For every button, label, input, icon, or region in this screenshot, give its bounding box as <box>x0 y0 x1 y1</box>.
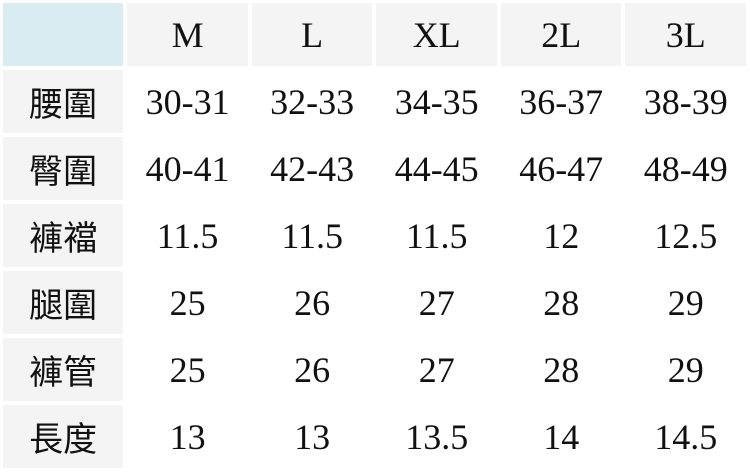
row-label: 長度 <box>3 405 124 468</box>
table-cell: 13.5 <box>376 405 497 468</box>
table-row: 褲襠 11.5 11.5 11.5 12 12.5 <box>3 204 746 267</box>
table-cell: 29 <box>625 271 746 334</box>
table-row: 褲管 25 26 27 28 29 <box>3 338 746 401</box>
row-label: 褲襠 <box>3 204 124 267</box>
table-cell: 12.5 <box>625 204 746 267</box>
table-cell: 27 <box>376 338 497 401</box>
table-cell: 34-35 <box>376 70 497 133</box>
header-row: M L XL 2L 3L <box>3 3 746 66</box>
table-cell: 26 <box>251 271 373 334</box>
corner-cell <box>3 3 124 66</box>
table-cell: 25 <box>127 338 248 401</box>
row-label: 腰圍 <box>3 70 124 133</box>
table-cell: 11.5 <box>127 204 248 267</box>
table-row: 長度 13 13 13.5 14 14.5 <box>3 405 746 468</box>
table-cell: 42-43 <box>251 137 373 200</box>
table-cell: 11.5 <box>376 204 497 267</box>
table-cell: 13 <box>127 405 248 468</box>
table-cell: 44-45 <box>376 137 497 200</box>
size-header: 2L <box>500 3 622 66</box>
table-cell: 14.5 <box>625 405 746 468</box>
table-cell: 13 <box>251 405 373 468</box>
table-cell: 48-49 <box>625 137 746 200</box>
table-cell: 26 <box>251 338 373 401</box>
table-row: 腰圍 30-31 32-33 34-35 36-37 38-39 <box>3 70 746 133</box>
table-cell: 28 <box>500 271 622 334</box>
table-cell: 32-33 <box>251 70 373 133</box>
row-label: 臀圍 <box>3 137 124 200</box>
size-header: M <box>127 3 248 66</box>
size-header: XL <box>376 3 497 66</box>
table-cell: 25 <box>127 271 248 334</box>
size-header: L <box>251 3 373 66</box>
table-cell: 27 <box>376 271 497 334</box>
table-cell: 11.5 <box>251 204 373 267</box>
table-cell: 30-31 <box>127 70 248 133</box>
table-cell: 46-47 <box>500 137 622 200</box>
size-header: 3L <box>625 3 746 66</box>
row-label: 腿圍 <box>3 271 124 334</box>
table-cell: 12 <box>500 204 622 267</box>
table-cell: 28 <box>500 338 622 401</box>
table-cell: 40-41 <box>127 137 248 200</box>
table-cell: 38-39 <box>625 70 746 133</box>
table-row: 臀圍 40-41 42-43 44-45 46-47 48-49 <box>3 137 746 200</box>
table-cell: 36-37 <box>500 70 622 133</box>
table-cell: 29 <box>625 338 746 401</box>
table-cell: 14 <box>500 405 622 468</box>
row-label: 褲管 <box>3 338 124 401</box>
table-row: 腿圍 25 26 27 28 29 <box>3 271 746 334</box>
